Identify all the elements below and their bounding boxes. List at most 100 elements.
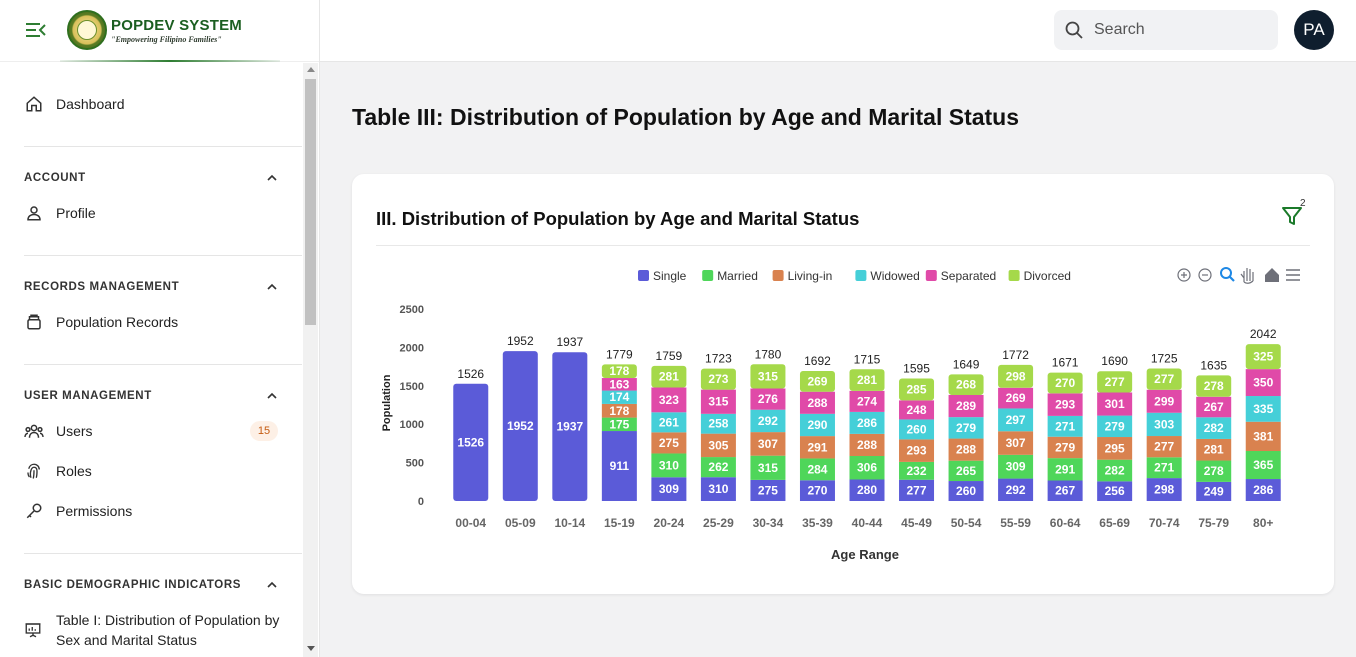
total-label: 1715 xyxy=(854,352,881,366)
bar-segment-divorced xyxy=(700,368,736,390)
chart-card: III. Distribution of Population by Age a… xyxy=(352,174,1334,594)
data-label: 295 xyxy=(1105,441,1125,455)
data-label: 309 xyxy=(659,482,679,496)
bar-segment-divorced xyxy=(1196,375,1232,397)
legend-item-married: Married xyxy=(702,269,758,283)
bar-segment-living-in xyxy=(1196,438,1232,461)
data-label: 265 xyxy=(956,464,976,478)
key-icon xyxy=(24,501,44,521)
data-label: 232 xyxy=(907,464,927,478)
reset-home-icon[interactable] xyxy=(1265,268,1279,282)
sidebar: POPDEV SYSTEM "Empowering Filipino Famil… xyxy=(0,0,320,657)
bar-segment-widowed xyxy=(651,412,687,433)
brand-header: POPDEV SYSTEM "Empowering Filipino Famil… xyxy=(0,0,319,62)
sidebar-item-permissions[interactable]: Permissions xyxy=(24,499,132,523)
data-label: 286 xyxy=(857,416,877,430)
bar-segment-single xyxy=(502,351,538,501)
data-label: 297 xyxy=(1006,413,1026,427)
bar-segment-widowed xyxy=(1196,417,1232,439)
data-label: 281 xyxy=(1204,443,1224,457)
sidebar-item-population-records[interactable]: Population Records xyxy=(24,310,178,334)
search-input[interactable] xyxy=(1094,10,1274,50)
bar-segment-separated xyxy=(1047,393,1083,416)
sidebar-item-table-1[interactable]: Table I: Distribution of Population by S… xyxy=(56,612,280,648)
bar-segment-married xyxy=(899,461,935,480)
pan-hand-icon[interactable] xyxy=(1240,268,1254,284)
data-label: 267 xyxy=(1055,484,1075,498)
chart-toolbar xyxy=(1177,267,1300,284)
x-tick-label: 15-19 xyxy=(604,516,635,530)
data-label: 288 xyxy=(956,443,976,457)
bar-segment-living-in xyxy=(899,439,935,462)
avatar[interactable]: PA xyxy=(1294,10,1334,50)
bar-segment-single xyxy=(899,479,935,501)
total-label: 1635 xyxy=(1200,358,1227,372)
bar-segment-separated xyxy=(750,388,786,410)
bar-segment-widowed xyxy=(750,409,786,433)
user-icon xyxy=(24,203,44,223)
chevron-up-icon[interactable] xyxy=(266,579,278,591)
x-tick-label: 80+ xyxy=(1253,516,1273,530)
zoom-in-icon[interactable] xyxy=(1177,268,1191,282)
stacked-bar-chart: Single Married Living-in Widowed Separated Di… xyxy=(381,267,1300,562)
bar-segment-separated xyxy=(799,391,835,414)
data-label: 178 xyxy=(609,404,629,418)
bar-segment-widowed xyxy=(948,417,984,439)
total-label: 1690 xyxy=(1101,354,1128,368)
data-label: 277 xyxy=(1154,440,1174,454)
data-label: 306 xyxy=(857,461,877,475)
y-tick-label: 1500 xyxy=(400,381,424,393)
zoom-out-icon[interactable] xyxy=(1198,268,1212,282)
x-axis: 00-04 05-09 10-14 15-19 20-24 25-29 30-34 35-39… xyxy=(455,516,1273,530)
x-tick-label: 60-64 xyxy=(1050,516,1081,530)
sidebar-item-users[interactable]: Users xyxy=(24,419,93,443)
x-tick-label: 55-59 xyxy=(1000,516,1031,530)
sidebar-item-roles[interactable]: Roles xyxy=(24,459,92,483)
bar-segment-divorced xyxy=(750,364,786,389)
bar-segment-living-in xyxy=(1245,421,1281,452)
data-label: 271 xyxy=(1055,419,1075,433)
sidebar-item-profile[interactable]: Profile xyxy=(24,201,96,225)
search-box[interactable] xyxy=(1054,10,1278,50)
bar-segment-living-in xyxy=(601,403,637,418)
bar-segment-separated xyxy=(1196,396,1232,418)
x-tick-label: 65-69 xyxy=(1099,516,1130,530)
filter-icon[interactable] xyxy=(1280,204,1304,228)
legend-label: Married xyxy=(717,269,758,283)
chevron-up-icon[interactable] xyxy=(266,172,278,184)
menu-collapse-icon[interactable] xyxy=(24,20,48,40)
bar-segment-married xyxy=(750,455,786,480)
data-label: 325 xyxy=(1253,350,1273,364)
scrollbar-thumb[interactable] xyxy=(305,79,316,325)
legend-swatch xyxy=(1008,270,1020,281)
bar-segment-separated xyxy=(998,387,1034,409)
sidebar-scrollbar[interactable] xyxy=(303,63,318,657)
legend-swatch xyxy=(772,270,784,281)
data-label: 249 xyxy=(1204,484,1224,498)
top-bar: PA xyxy=(320,0,1356,62)
bar-segment-divorced xyxy=(601,364,637,379)
bar-segment-married xyxy=(651,453,687,478)
sidebar-item-label: Roles xyxy=(56,463,92,479)
data-label: 305 xyxy=(708,438,728,452)
chevron-up-icon[interactable] xyxy=(266,390,278,402)
x-tick-label: 00-04 xyxy=(455,516,486,530)
total-label: 1780 xyxy=(755,347,782,361)
home-icon xyxy=(24,94,44,114)
data-label: 289 xyxy=(956,399,976,413)
x-tick-label: 05-09 xyxy=(505,516,536,530)
data-label: 298 xyxy=(1006,369,1026,383)
x-tick-label: 40-44 xyxy=(852,516,883,530)
bar-segment-widowed xyxy=(1245,396,1281,422)
sidebar-item-dashboard[interactable]: Dashboard xyxy=(24,92,125,116)
chevron-up-icon[interactable] xyxy=(266,281,278,293)
total-label: 1952 xyxy=(507,334,534,348)
selection-zoom-icon[interactable] xyxy=(1220,267,1235,282)
sidebar-item-label: Population Records xyxy=(56,314,179,330)
bar-segment-divorced xyxy=(1047,372,1083,394)
data-label: 256 xyxy=(1105,484,1125,498)
menu-icon[interactable] xyxy=(1286,269,1300,281)
legend-swatch xyxy=(638,270,649,281)
legend-label: Separated xyxy=(941,269,996,283)
chart-legend: Single Married Living-in Widowed Separated Di… xyxy=(638,269,1071,283)
